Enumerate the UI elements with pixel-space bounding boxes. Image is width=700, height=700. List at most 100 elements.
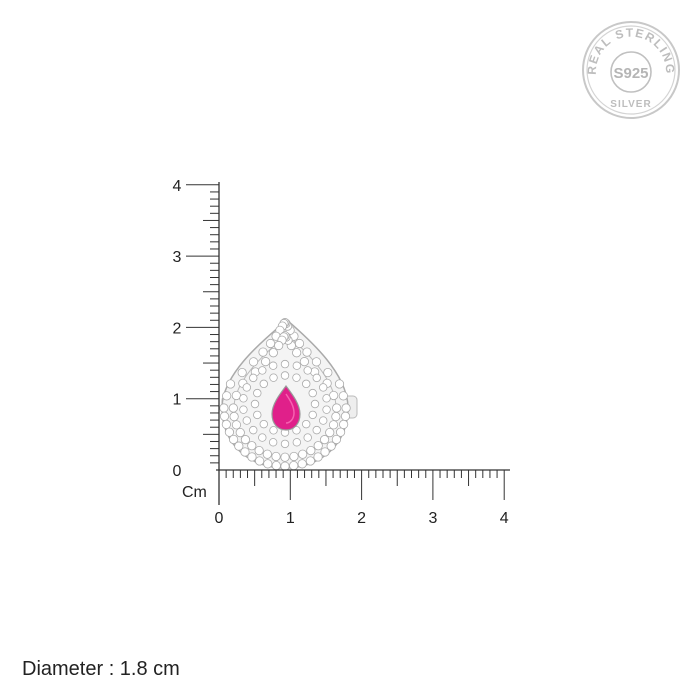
crystal-stone [249, 425, 258, 435]
crystal-stone [222, 391, 232, 401]
crystal-stone [331, 434, 342, 445]
crystal-stone [219, 411, 230, 421]
crystal-stone [319, 383, 328, 392]
crystal-stone [265, 338, 276, 349]
crystal-stone [239, 405, 248, 414]
crystal-stone [320, 447, 330, 457]
x-tick-label: 3 [428, 510, 437, 527]
crystal-stone [308, 388, 317, 398]
crystal-stone [303, 366, 312, 375]
crystal-stone [322, 405, 331, 414]
crystal-stone [247, 441, 257, 451]
crystal-stone [221, 419, 231, 429]
crystal-stone [253, 388, 262, 398]
crystal-stone [339, 419, 349, 429]
svg-text:SILVER: SILVER [610, 99, 651, 110]
crystal-stone [229, 411, 239, 422]
crystal-stone [250, 399, 260, 409]
crystal-stone [313, 441, 323, 451]
crystal-stone [323, 367, 333, 378]
x-tick-label: 0 [215, 510, 224, 527]
crystal-stone [322, 394, 331, 403]
crystal-stone [302, 347, 312, 357]
crystal-stone [289, 461, 299, 471]
crystal-stone [313, 452, 323, 462]
crystal-stone [228, 434, 239, 445]
unit-label: Cm [182, 484, 207, 501]
svg-text:S925: S925 [613, 65, 648, 82]
crystal-stone [294, 338, 305, 349]
y-tick-label: 4 [173, 178, 182, 195]
crystal-stone [292, 361, 302, 370]
crystal-stone [305, 456, 315, 466]
ring-image [219, 318, 358, 471]
crystal-stone [319, 416, 328, 425]
y-tick-label: 1 [173, 392, 182, 409]
crystal-stone [237, 367, 247, 378]
y-tick-label: 0 [173, 463, 182, 480]
crystal-stone [231, 420, 242, 430]
crystal-stone [292, 438, 302, 447]
crystal-stone [335, 427, 346, 437]
crystal-stone [340, 411, 351, 421]
crystal-stone [274, 340, 284, 351]
crystal-stone [292, 426, 301, 435]
crystal-stone [280, 439, 290, 449]
crystal-stone [292, 348, 302, 358]
crystal-stone [302, 419, 311, 429]
crystal-stone [332, 403, 342, 413]
crystal-stone [280, 359, 290, 369]
y-tick-label: 2 [173, 320, 182, 337]
silver-seal-logo: REAL STERLING S925 SILVER [582, 21, 680, 119]
crystal-stone [262, 449, 272, 459]
crystal-stone [269, 373, 278, 382]
crystal-stone [325, 427, 335, 438]
crystal-stone [225, 379, 236, 389]
crystal-stone [268, 348, 278, 358]
crystal-stone [271, 451, 281, 462]
crystal-stone [240, 447, 250, 457]
crystal-stone [328, 420, 339, 430]
crystal-stone [299, 357, 309, 367]
crystal-stone [308, 410, 317, 420]
crystal-stone [306, 446, 316, 456]
crystal-stone [289, 451, 299, 462]
crystal-stone [268, 361, 278, 370]
crystal-stone [280, 452, 290, 462]
crystal-stone [269, 426, 278, 435]
crystal-stone [258, 347, 268, 357]
crystal-stone [334, 379, 345, 389]
crystal-stone [280, 371, 290, 380]
crystal-stone [258, 366, 267, 375]
crystal-stone [303, 433, 312, 442]
x-tick-label: 2 [357, 510, 366, 527]
crystal-stone [280, 461, 290, 471]
crystal-stone [310, 399, 320, 409]
crystal-stone [219, 403, 229, 413]
crystal-stone [271, 461, 281, 471]
crystal-stone [247, 452, 257, 462]
x-tick-label: 4 [500, 510, 509, 527]
crystal-stone [253, 410, 262, 420]
crystal-stone [297, 459, 307, 469]
crystal-stone [255, 456, 265, 466]
crystal-stone [242, 383, 251, 392]
crystal-stone [263, 459, 273, 469]
crystal-stone [261, 357, 271, 367]
crystal-stone [224, 427, 235, 437]
crystal-stone [254, 446, 264, 456]
y-tick-label: 3 [173, 249, 182, 266]
crystal-stone [319, 435, 330, 445]
crystal-stone [235, 427, 245, 438]
crystal-stone [341, 403, 351, 413]
crystal-stone [240, 435, 251, 445]
crystal-stone [239, 394, 248, 403]
crystal-stone [311, 357, 322, 367]
crystal-stone [248, 357, 259, 367]
crystal-stone [302, 379, 311, 389]
x-tick-label: 1 [286, 510, 295, 527]
crystal-stone [259, 419, 268, 429]
crystal-stone [312, 373, 321, 383]
measurement-ruler: 0 1 2 3 4 0 1 2 3 4 Cm [173, 178, 510, 527]
